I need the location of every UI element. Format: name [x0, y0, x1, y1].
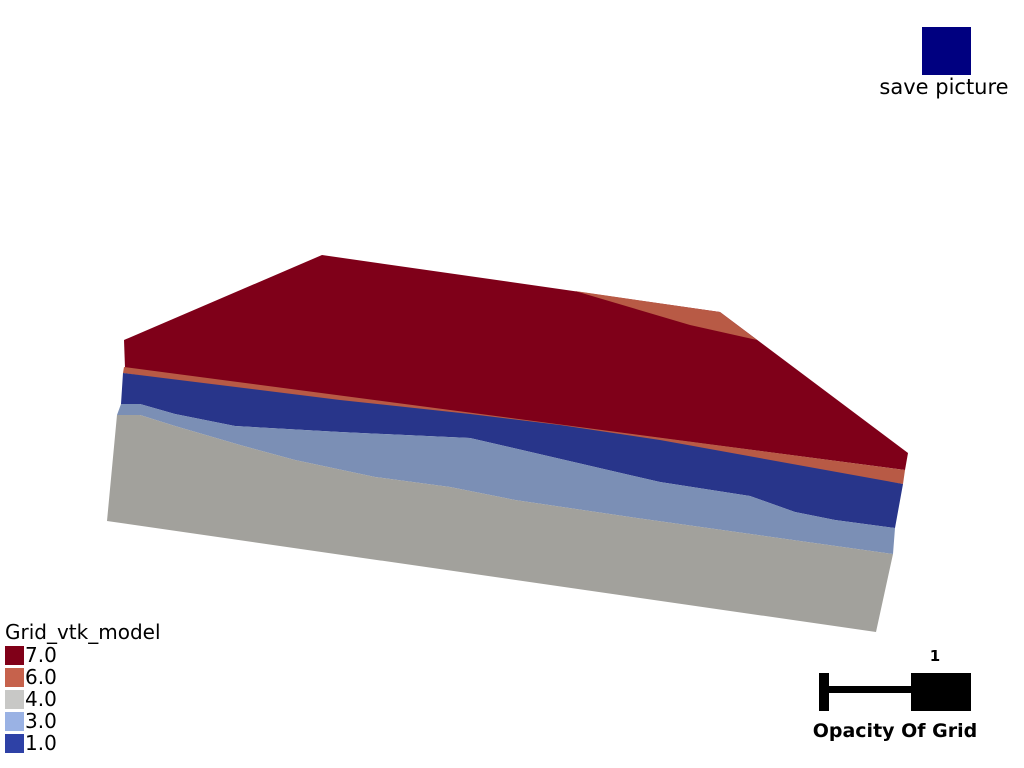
- opacity-slider-min-cap: [819, 673, 829, 711]
- legend-label: 7.0: [25, 643, 57, 667]
- legend-swatch: [5, 645, 24, 665]
- opacity-slider-value: 1: [929, 647, 941, 665]
- opacity-slider-track[interactable]: [820, 686, 920, 693]
- legend-swatch: [5, 667, 24, 687]
- legend-entry: 6.0: [5, 666, 161, 688]
- legend-entry: 1.0: [5, 732, 161, 754]
- opacity-slider-title: Opacity Of Grid: [812, 720, 978, 742]
- model-layer-gray: [107, 415, 893, 632]
- legend-entry: 4.0: [5, 688, 161, 710]
- model-layer-light-blue: [117, 404, 895, 554]
- opacity-slider-handle[interactable]: [911, 673, 971, 711]
- model-layer-dark-blue: [121, 373, 903, 528]
- legend-title: Grid_vtk_model: [5, 620, 161, 644]
- color-legend: Grid_vtk_model 7.0 6.0 4.0 3.0 1.0: [5, 621, 161, 754]
- legend-swatch: [5, 689, 24, 709]
- legend-swatch: [5, 733, 24, 753]
- legend-entry: 7.0: [5, 644, 161, 666]
- legend-label: 6.0: [25, 665, 57, 689]
- legend-label: 4.0: [25, 687, 57, 711]
- model-top-surface: [124, 255, 908, 470]
- save-picture-button[interactable]: [922, 27, 971, 75]
- model-top-orange-sliver: [575, 291, 757, 340]
- legend-label: 3.0: [25, 709, 57, 733]
- legend-swatch: [5, 711, 24, 731]
- legend-entry: 3.0: [5, 710, 161, 732]
- legend-label: 1.0: [25, 731, 57, 755]
- save-picture-label: save picture: [879, 75, 1009, 99]
